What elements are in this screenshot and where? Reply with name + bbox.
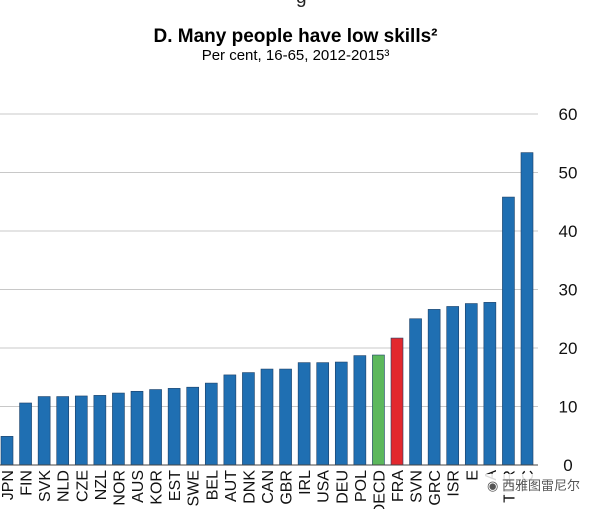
- x-tick-label: ISR: [446, 470, 463, 497]
- x-tick-label: BEL: [204, 470, 221, 500]
- x-tick-label: IRL: [297, 470, 314, 495]
- bar-fin: [19, 402, 32, 466]
- y-tick-label: 0: [563, 456, 572, 475]
- bar-swe: [186, 386, 200, 466]
- bar-bel: [204, 382, 218, 466]
- x-tick-label: FRA: [390, 470, 407, 502]
- bar-tur: [502, 196, 515, 466]
- bar-chl: [520, 152, 534, 466]
- x-tick-label: JPN: [0, 470, 17, 500]
- y-tick-label: 30: [559, 281, 578, 300]
- x-tick-label: USA: [316, 470, 333, 503]
- chart-subtitle: Per cent, 16-65, 2012-2015³: [201, 47, 390, 64]
- bar-aut: [223, 374, 237, 466]
- bar-nor: [112, 392, 125, 466]
- x-tick-label: SWE: [186, 470, 203, 506]
- x-tick-label: GRC: [427, 470, 444, 506]
- bar-esp: [464, 303, 478, 466]
- x-tick-label: FIN: [19, 470, 36, 496]
- x-tick-label: GBR: [279, 470, 296, 505]
- x-tick-label: EST: [167, 470, 184, 501]
- bar-cze: [74, 395, 88, 466]
- x-tick-label: DNK: [241, 470, 258, 504]
- x-tick-label: POL: [353, 470, 370, 502]
- bar-irl: [297, 362, 311, 466]
- y-tick-label: 60: [559, 105, 578, 124]
- bar-fra: [390, 337, 404, 466]
- y-tick-label: 20: [559, 339, 578, 358]
- bar-svk: [37, 396, 51, 466]
- y-tick-label: 40: [559, 222, 578, 241]
- bar-gbr: [279, 368, 292, 466]
- x-tick-label: AUT: [223, 470, 240, 502]
- x-tick-label: CZE: [74, 470, 91, 502]
- bar-jpn: [0, 436, 14, 466]
- bar-aus: [130, 390, 144, 466]
- bar-kor: [149, 389, 162, 466]
- wechat-icon: ◉: [487, 478, 499, 493]
- bar-isr: [446, 306, 460, 466]
- bar-deu: [334, 361, 348, 466]
- bar-grc: [427, 309, 441, 466]
- x-tick-label: CAN: [260, 470, 277, 504]
- x-tick-label: SVN: [409, 470, 426, 503]
- x-tick-label: DEU: [334, 470, 351, 504]
- bar-pol: [353, 355, 367, 466]
- bar-svn: [409, 318, 422, 466]
- bar-ita: [483, 302, 497, 466]
- cut-off-header-text: g: [296, 0, 307, 9]
- x-tick-label: NOR: [111, 470, 128, 506]
- watermark: ◉ 西雅图雷尼尔: [484, 474, 583, 495]
- bar-dnk: [242, 372, 255, 466]
- y-tick-label: 50: [559, 164, 578, 183]
- bar-nzl: [93, 395, 107, 466]
- x-tick-label: NZL: [93, 470, 110, 500]
- x-tick-label: E: [464, 470, 481, 481]
- x-tick-label: NLD: [56, 470, 73, 502]
- bar-oecd: [372, 354, 385, 466]
- bar-est: [167, 388, 181, 466]
- x-tick-label: OECD: [371, 470, 388, 509]
- watermark-text: 西雅图雷尼尔: [501, 478, 580, 493]
- x-tick-label: KOR: [149, 470, 166, 505]
- bar-usa: [316, 362, 330, 466]
- bar-nld: [56, 396, 70, 466]
- bar-can: [260, 368, 274, 466]
- x-tick-label: AUS: [130, 470, 147, 503]
- x-tick-label: SVK: [37, 470, 54, 502]
- y-tick-label: 10: [559, 398, 578, 417]
- chart-title: D. Many people have low skills²: [153, 26, 438, 47]
